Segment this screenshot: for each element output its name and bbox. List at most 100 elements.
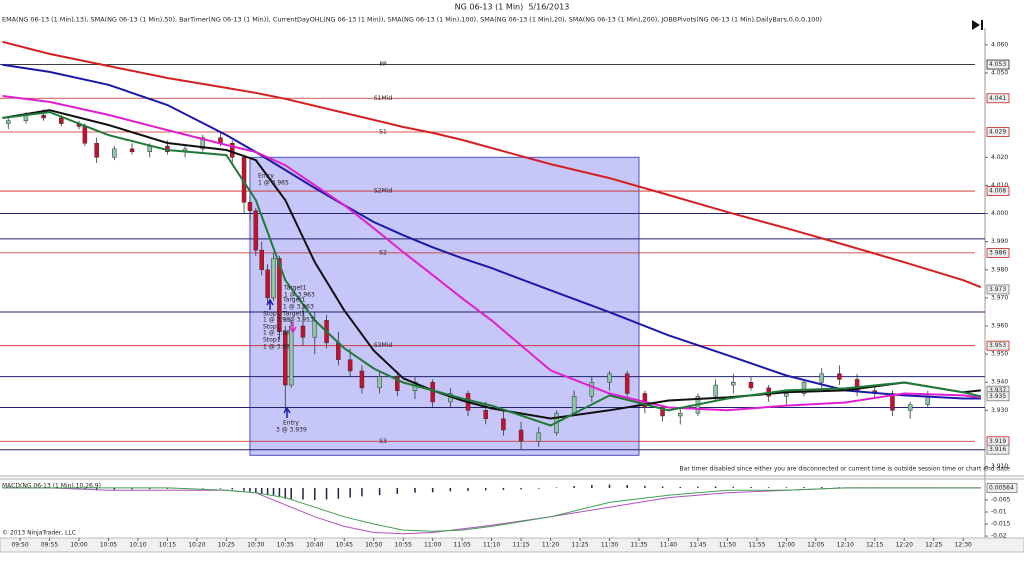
candle-body (501, 418, 506, 431)
pivot-label: S2Mid (374, 188, 392, 195)
candle-body (748, 381, 754, 389)
chart-title: NG 06-13 (1 Min) 5/16/2013 (455, 3, 570, 12)
candle-body (571, 396, 577, 414)
candle-body (129, 148, 135, 152)
pivot-label: S3 (379, 438, 387, 445)
trade-annotation: 1 @ 3.98 (263, 317, 290, 324)
x-tick-label: 12:05 (807, 542, 824, 549)
y-tick-label: 3.930 (991, 407, 1008, 414)
macd-y-tick-label: -0.01 (991, 509, 1007, 516)
candle-body (607, 373, 612, 383)
y-tick-label: 3.970 (991, 294, 1008, 301)
trade-annotation: 1 @ 3.98 (263, 344, 290, 351)
candle-body (624, 373, 630, 394)
x-tick-label: 12:30 (955, 542, 972, 549)
pivot-label: S2 (379, 249, 387, 256)
x-tick-label: 11:40 (660, 542, 677, 549)
x-tick-label: 11:30 (601, 542, 618, 549)
price-box-label: 3.937 (989, 387, 1006, 394)
x-tick-label: 10:50 (365, 542, 382, 549)
candle-body (837, 373, 842, 380)
x-tick-label: 10:35 (277, 542, 294, 549)
play-triangle[interactable] (972, 20, 980, 30)
candle-body (265, 269, 270, 299)
x-tick-label: 10:00 (70, 542, 87, 549)
x-tick-label: 10:15 (159, 542, 176, 549)
x-tick-label: 12:10 (837, 542, 854, 549)
x-tick-label: 11:35 (630, 542, 647, 549)
candle-body (112, 148, 117, 158)
candle-body (59, 117, 64, 124)
y-tick-label: 4.000 (991, 210, 1008, 217)
x-tick-label: 09:55 (41, 542, 58, 549)
price-box-label: 3.953 (989, 342, 1006, 349)
bar-timer-note: Bar timer disabled since either you are … (680, 466, 1011, 473)
y-tick-label: 3.980 (991, 266, 1008, 273)
candle-body (395, 376, 400, 391)
x-tick-label: 12:15 (866, 542, 883, 549)
buy-arrow (283, 406, 291, 418)
candle-body (483, 410, 488, 420)
x-tick-label: 11:15 (512, 542, 529, 549)
play-icon[interactable] (972, 20, 983, 30)
pivot-label: PP (379, 61, 387, 68)
candle-body (277, 258, 282, 332)
candle-body (536, 432, 542, 442)
x-tick-label: 12:00 (778, 542, 795, 549)
candle-body (731, 381, 736, 386)
trade-annotation: 1 @ 3.953 (283, 317, 314, 324)
moving-average-line (2, 63, 981, 400)
trade-annotation: Entry (258, 173, 274, 180)
candle-body (200, 137, 206, 150)
candle-body (713, 384, 718, 397)
trade-annotation: Stop1 (263, 337, 281, 344)
trade-annotation: 1 @ 3.98 (263, 330, 290, 337)
play-bar[interactable] (981, 20, 983, 30)
x-tick-label: 10:05 (100, 542, 117, 549)
macd-line (2, 487, 981, 532)
x-tick-label: 10:25 (218, 542, 235, 549)
macd-value-box (986, 483, 1018, 493)
candle-body (283, 331, 288, 386)
candle-body (347, 359, 353, 372)
candle-body (6, 120, 11, 124)
pivot-label: S1 (379, 129, 387, 136)
y-tick-label: 3.940 (991, 379, 1008, 386)
x-tick-label: 11:00 (424, 542, 441, 549)
pivot-label: S1Mid (374, 95, 392, 102)
moving-average-line (2, 95, 982, 412)
pivot-label: S3Mid (374, 342, 392, 349)
y-tick-label: 4.050 (991, 69, 1008, 76)
y-tick-label: 4.020 (991, 154, 1008, 161)
y-tick-label: 3.990 (991, 238, 1008, 245)
x-tick-label: 12:25 (925, 542, 942, 549)
price-box-label: 4.008 (989, 188, 1006, 195)
moving-average-line (2, 40, 982, 289)
price-box-label: 3.973 (989, 286, 1006, 293)
price-box-label: 3.986 (989, 249, 1006, 256)
price-box (986, 59, 1010, 70)
price-box (986, 93, 1010, 104)
moving-average-line (2, 111, 982, 427)
candle-body (253, 210, 259, 251)
indicator-list: EMA(NG 06-13 (1 Min),13), SMA(NG 06-13 (… (2, 17, 822, 24)
price-box (986, 248, 1010, 258)
candle-body (518, 429, 524, 442)
candle-body (288, 325, 294, 386)
price-box-label: 4.053 (989, 61, 1006, 68)
trade-annotation: Stop1 (263, 311, 281, 318)
candle-body (41, 114, 46, 119)
x-tick-label: 09:50 (11, 542, 28, 549)
candle-body (430, 381, 435, 403)
macd-label: MACD(NG 06-13 (1 Min),10,26,9) (2, 483, 101, 490)
trade-arrows (266, 298, 297, 418)
x-tick-label: 11:45 (689, 542, 706, 549)
y-tick-label: 3.950 (991, 351, 1008, 358)
trade-annotation: Entry (283, 420, 299, 427)
sell-arrow (289, 322, 297, 334)
x-tick-label: 11:10 (483, 542, 500, 549)
x-tick-label: 11:25 (571, 542, 588, 549)
y-tick-label: 3.960 (991, 323, 1008, 330)
